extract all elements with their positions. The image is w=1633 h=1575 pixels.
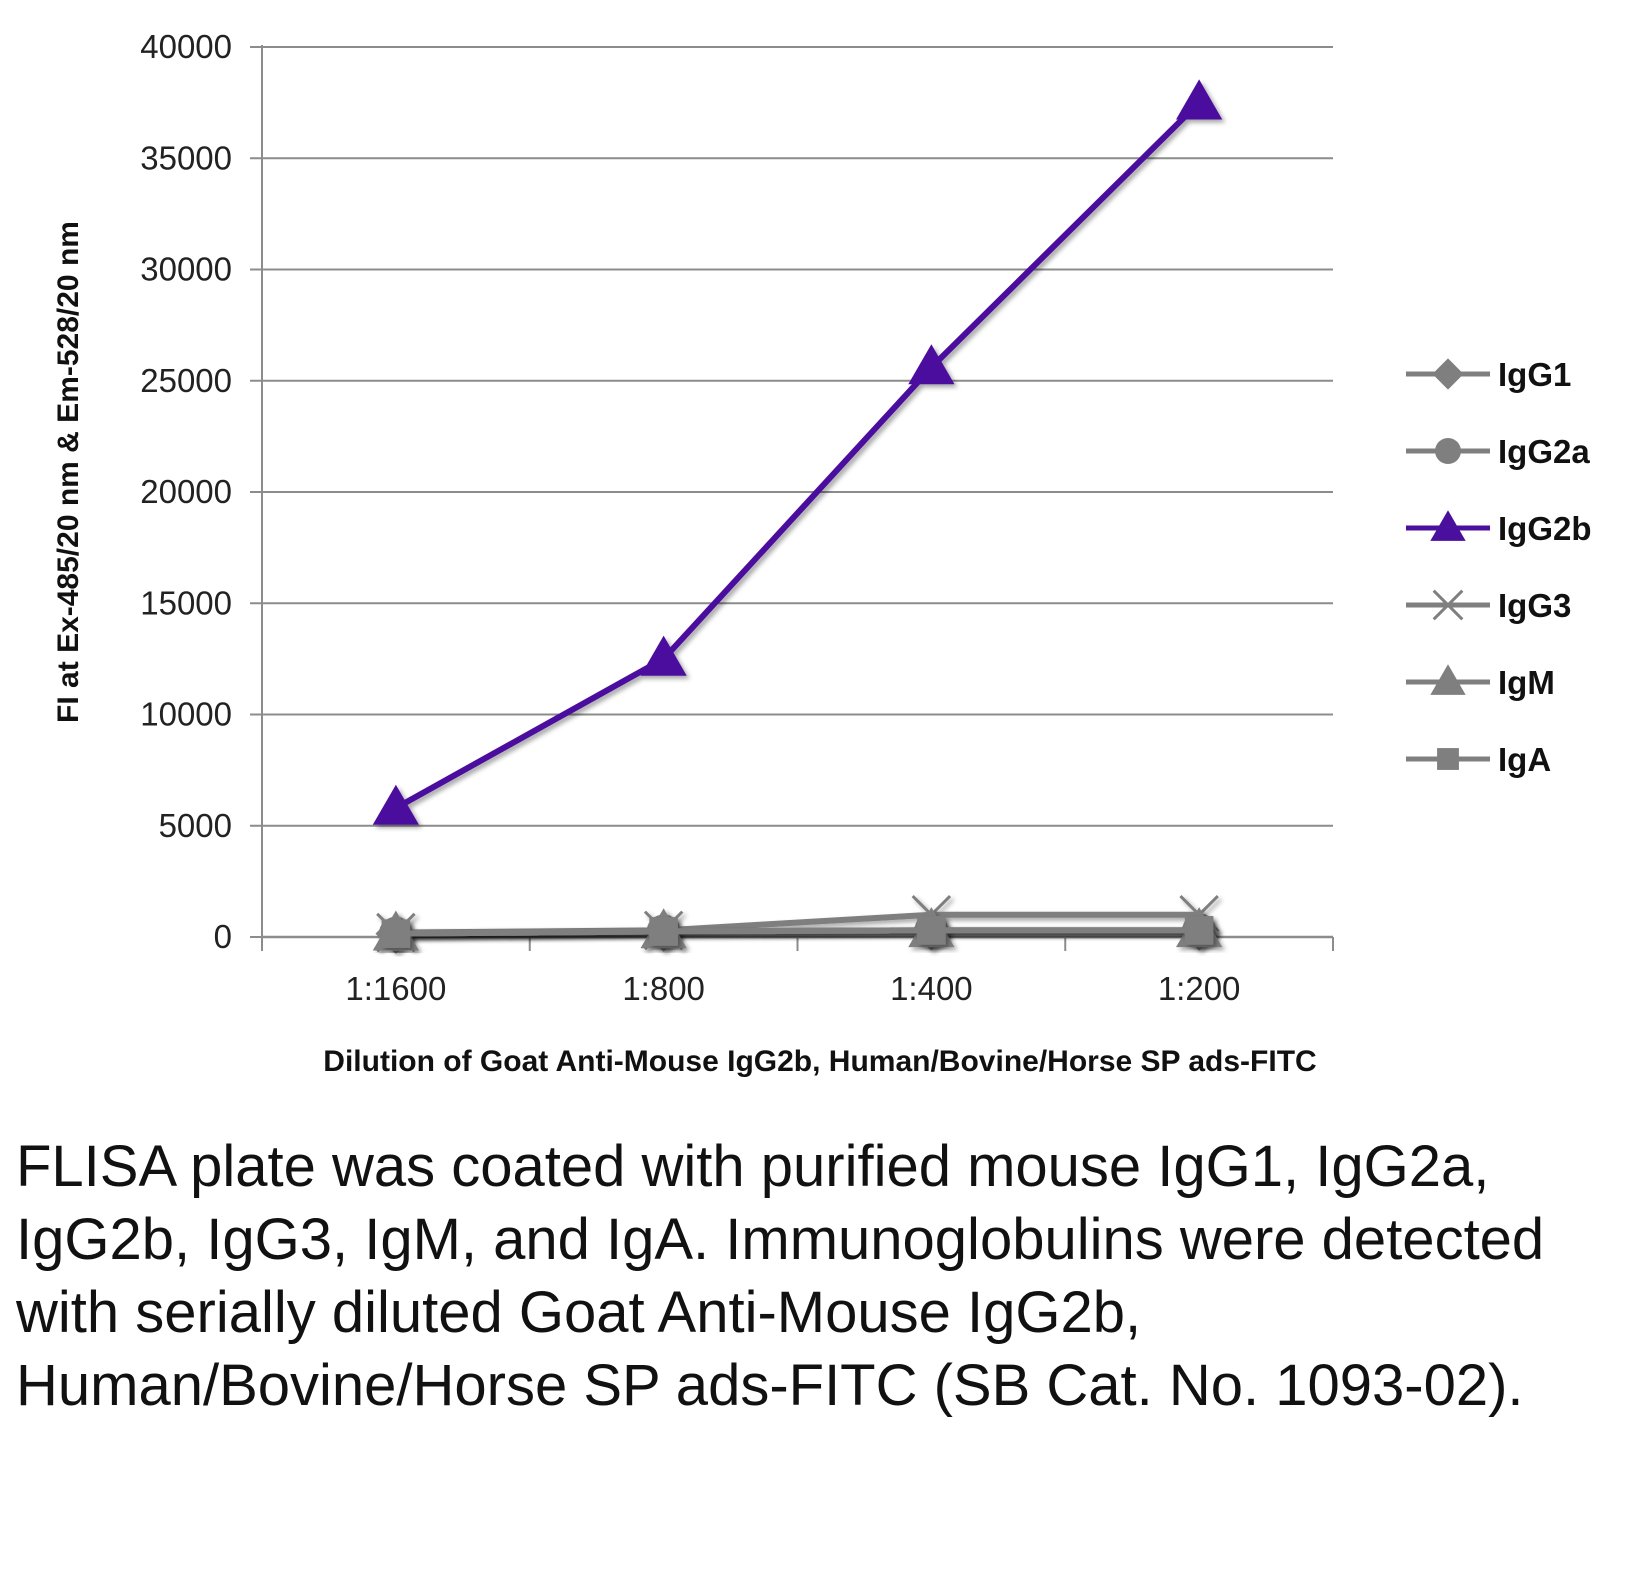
x-tick-label: 1:1600: [345, 970, 446, 1007]
x-tick-label: 1:400: [890, 970, 973, 1007]
x-axis-title: Dilution of Goat Anti-Mouse IgG2b, Human…: [323, 1045, 1316, 1078]
legend-item-IgG3: IgG3: [1406, 587, 1571, 624]
legend-marker: [1437, 748, 1459, 770]
data-point-IgA: [917, 916, 946, 945]
legend: IgG1 IgG2a IgG2b IgG3 IgM IgA: [1406, 356, 1592, 778]
y-tick-label: 10000: [140, 696, 232, 733]
y-axis-title: FI at Ex-485/20 nm & Em-528/20 nm: [52, 221, 85, 723]
line-chart: 0 5000 10000 15000 20000 25000 30000 35000 40000…: [52, 28, 1592, 1078]
legend-marker: [1430, 664, 1466, 695]
legend-label: IgM: [1498, 664, 1555, 701]
legend-marker: [1432, 358, 1464, 390]
y-tick-label: 30000: [140, 251, 232, 288]
x-marker-stroke: [1432, 589, 1464, 621]
legend-label: IgG2a: [1498, 433, 1590, 470]
series-group: [372, 79, 1223, 955]
legend-marker: [1430, 510, 1466, 541]
legend-item-IgG1: IgG1: [1406, 356, 1571, 393]
data-point-IgA: [381, 919, 411, 948]
legend-item-IgG2b: IgG2b: [1406, 510, 1592, 547]
axes: 0 5000 10000 15000 20000 25000 30000 35000 40000…: [140, 28, 1334, 1007]
data-point-IgG2b: [908, 344, 955, 385]
y-tick-label: 0: [214, 918, 232, 955]
data-point-IgG2b: [372, 784, 419, 825]
series-line-IgG2b: [394, 100, 1202, 811]
legend-marker: [1432, 589, 1464, 621]
series-line-IgA: [395, 927, 1200, 937]
grid-lines: [250, 46, 1333, 938]
legend-label: IgA: [1498, 741, 1551, 778]
y-tick-label: 15000: [140, 584, 232, 621]
y-tick-label: 40000: [140, 28, 232, 65]
figure-caption: FLISA plate was coated with purified mou…: [16, 1134, 1545, 1418]
series-IgA: [381, 916, 1214, 948]
legend-item-IgM: IgM: [1406, 664, 1555, 701]
data-point-IgA: [649, 917, 678, 946]
data-point-IgG2b: [1176, 79, 1223, 120]
legend-label: IgG3: [1498, 587, 1571, 624]
y-tick-label: 25000: [140, 362, 232, 399]
x-tick-label: 1:200: [1158, 970, 1241, 1007]
y-tick-label: 35000: [140, 139, 232, 176]
x-tick-label: 1:800: [622, 970, 705, 1007]
legend-item-IgG2a: IgG2a: [1406, 433, 1590, 470]
y-tick-label: 5000: [159, 807, 232, 844]
legend-label: IgG2b: [1498, 510, 1592, 547]
y-tick-label: 20000: [140, 473, 232, 510]
data-point-IgG2b: [640, 635, 687, 676]
legend-item-IgA: IgA: [1406, 741, 1551, 778]
legend-label: IgG1: [1498, 356, 1571, 393]
legend-marker: [1435, 438, 1461, 464]
data-point-IgA: [1184, 916, 1214, 945]
series-IgG2b: [372, 79, 1223, 825]
